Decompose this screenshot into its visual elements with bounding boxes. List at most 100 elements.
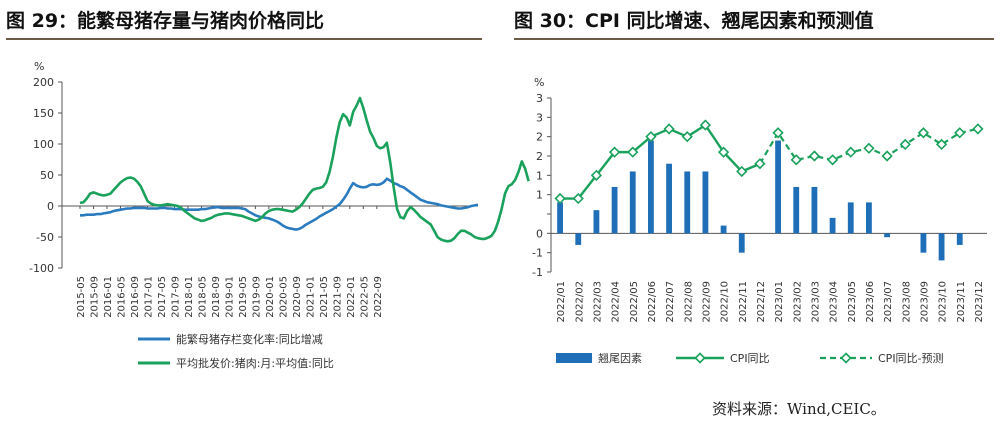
- left-x-tick-label: 2019-09: [251, 276, 262, 318]
- left-title-divider: [6, 38, 482, 40]
- right-x-tick-label: 2023/04: [829, 281, 840, 323]
- cpi-forecast-marker: [899, 138, 911, 151]
- left-x-tick-label: 2022-01: [346, 276, 357, 318]
- left-x-tick-label: 2022-09: [373, 276, 384, 318]
- left-x-tick-label: 2020-01: [265, 276, 276, 318]
- left-x-tick-label: 2016-05: [116, 276, 127, 318]
- cpi-forecast-marker: [863, 142, 875, 154]
- carryover-bar: [575, 233, 582, 245]
- pork-price-line: [79, 96, 530, 243]
- cpi-forecast-marker: [881, 150, 893, 162]
- right-x-tick-label: 2023/12: [974, 281, 985, 323]
- left-x-tick-label: 2018-09: [211, 276, 222, 318]
- right-y-tick-label: 2: [536, 150, 543, 163]
- cpi-forecast-marker: [845, 146, 857, 158]
- left-unit-label: %: [34, 60, 44, 73]
- legend-carryover-label: 翘尾因素: [598, 352, 642, 365]
- left-x-tick-label: 2015-05: [76, 276, 87, 318]
- left-x-tick-label: 2022-05: [359, 276, 370, 318]
- legend-carryover-swatch: [556, 353, 592, 363]
- carryover-bar: [720, 225, 727, 234]
- cpi-forecast-marker: [954, 127, 966, 139]
- right-title-divider: [514, 38, 994, 40]
- carryover-bar: [811, 186, 818, 234]
- legend-forecast-label: CPI同比-预测: [878, 352, 944, 365]
- sow-inventory-line: [80, 177, 479, 231]
- carryover-bar: [738, 233, 745, 253]
- carryover-bar: [938, 233, 945, 261]
- left-x-tick-label: 2019-05: [238, 276, 249, 318]
- left-x-tick-label: 2017-05: [157, 276, 168, 318]
- cpi-actual-marker: [645, 131, 657, 143]
- carryover-bar: [847, 202, 854, 234]
- right-x-tick-label: 2022/03: [592, 281, 603, 323]
- cpi-forecast-marker: [772, 127, 784, 139]
- legend-forecast-marker: [840, 352, 852, 364]
- right-x-tick-label: 2022/01: [556, 281, 567, 323]
- left-x-tick-label: 2020-05: [278, 276, 289, 318]
- right-x-tick-label: 2023/09: [919, 281, 930, 323]
- cpi-actual-marker: [572, 192, 584, 205]
- right-bar-line-chart: % 3 3 2 2 1 1 0 -1 -1 2022/01 2022/02 2022/03 2022/04…: [532, 76, 987, 365]
- cpi-actual-marker: [736, 165, 748, 178]
- cpi-actual-line: [560, 123, 761, 200]
- left-x-tick-label: 2017-09: [170, 276, 181, 318]
- cpi-actual-marker: [554, 192, 566, 205]
- carryover-bar: [666, 163, 672, 234]
- carryover-bar: [920, 233, 927, 253]
- right-chart-title: 图 30：CPI 同比增速、翘尾因素和预测值: [514, 10, 874, 32]
- right-y-tick-label: -1: [532, 247, 543, 260]
- cpi-forecast-marker: [917, 127, 930, 139]
- carryover-bar: [829, 217, 836, 234]
- carryover-bar: [629, 171, 636, 234]
- right-x-tick-label: 2023/01: [774, 281, 785, 323]
- right-y-tick-label: 3: [536, 111, 543, 124]
- carryover-bar: [775, 140, 781, 234]
- carryover-bar: [884, 233, 890, 238]
- left-y-tick-label: 0: [47, 200, 54, 213]
- left-x-tick-label: 2019-01: [224, 276, 235, 318]
- left-y-tick-label: 150: [33, 107, 54, 120]
- carryover-bar: [956, 233, 963, 245]
- right-x-tick-label: 2022/06: [647, 281, 658, 323]
- cpi-actual-marker: [627, 146, 639, 158]
- right-unit-label: %: [534, 76, 544, 89]
- left-x-tick-label: 2016-09: [130, 276, 141, 318]
- left-y-tick-label: -50: [36, 231, 54, 244]
- left-x-tick-label: 2017-01: [143, 276, 154, 318]
- carryover-bar: [648, 140, 654, 234]
- cpi-forecast-marker: [790, 154, 802, 166]
- carryover-bar: [684, 171, 691, 234]
- right-y-tick-label: 3: [536, 92, 543, 105]
- right-x-tick-label: 2022/08: [683, 281, 694, 323]
- carryover-bar: [611, 186, 618, 234]
- left-x-tick-label: 2018-05: [197, 276, 208, 318]
- right-y-tick-label: -1: [532, 266, 543, 279]
- carryover-bar: [793, 186, 800, 234]
- right-x-tick-label: 2023/03: [810, 281, 821, 323]
- right-x-tick-label: 2023/05: [847, 281, 858, 323]
- right-y-tick-label: 0: [536, 227, 543, 240]
- cpi-actual-marker: [717, 146, 730, 158]
- left-y-tick-label: 100: [33, 138, 54, 151]
- left-x-tick-label: 2021-01: [305, 276, 316, 318]
- right-x-tick-label: 2022/11: [738, 281, 749, 323]
- legend-cpi-marker: [694, 352, 706, 364]
- cpi-forecast-marker: [808, 150, 821, 162]
- right-x-tick-label: 2023/02: [792, 281, 803, 323]
- cpi-forecast-marker: [826, 154, 839, 166]
- right-x-tick-label: 2022/09: [701, 281, 712, 323]
- right-y-tick-label: 1: [536, 169, 543, 182]
- carryover-bar: [593, 210, 600, 234]
- carryover-bar: [866, 202, 872, 234]
- legend-cpi-label: CPI同比: [730, 352, 770, 365]
- right-x-tick-label: 2023/11: [956, 281, 967, 323]
- cpi-actual-marker: [754, 158, 766, 170]
- cpi-actual-marker: [590, 169, 603, 181]
- left-y-tick-label: 200: [33, 76, 54, 89]
- right-y-tick-label: 1: [536, 189, 543, 202]
- right-x-tick-label: 2022/07: [665, 281, 676, 323]
- left-y-tick-label: -100: [29, 262, 54, 275]
- legend-pork-label: 平均批发价:猪肉:月:平均值:同比: [176, 356, 334, 370]
